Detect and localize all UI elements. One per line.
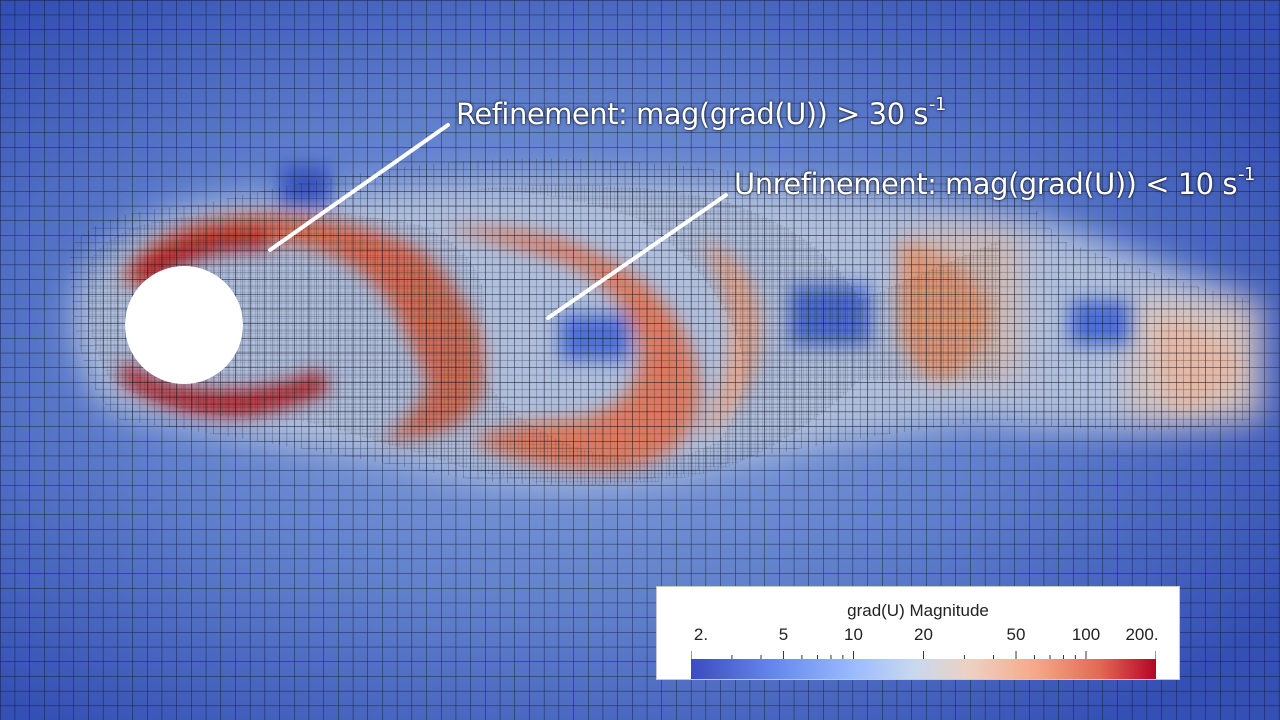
refinement-leader-line xyxy=(268,123,450,252)
legend-tick-label: 20 xyxy=(914,625,933,644)
legend-tick-label: 50 xyxy=(1006,625,1026,644)
legend-title: grad(U) Magnitude xyxy=(847,601,989,620)
legend-tick-label: 10 xyxy=(844,625,863,644)
unrefinement-annotation: Unrefinement: mag(grad(U)) < 10 s-1 xyxy=(734,164,1255,201)
legend-tick-label: 5 xyxy=(778,625,789,644)
refinement-annotation: Refinement: mag(grad(U)) > 30 s-1 xyxy=(456,94,946,131)
unrefinement-annotation-exponent: -1 xyxy=(1237,164,1255,185)
legend-tick-label: 200. xyxy=(1125,625,1159,644)
refinement-annotation-text: Refinement: mag(grad(U)) > 30 s xyxy=(456,97,928,131)
legend-tick-label: 2. xyxy=(693,625,709,644)
unrefinement-annotation-text: Unrefinement: mag(grad(U)) < 10 s xyxy=(734,167,1237,201)
legend-tick-label: 100 xyxy=(1071,625,1101,644)
color-legend: grad(U) Magnitude 2. 5 10 20 50 100 200. xyxy=(656,586,1180,680)
cylinder xyxy=(125,266,243,384)
legend-color-bar xyxy=(691,659,1156,679)
unrefinement-leader-line xyxy=(546,193,728,320)
refinement-annotation-exponent: -1 xyxy=(928,94,946,115)
